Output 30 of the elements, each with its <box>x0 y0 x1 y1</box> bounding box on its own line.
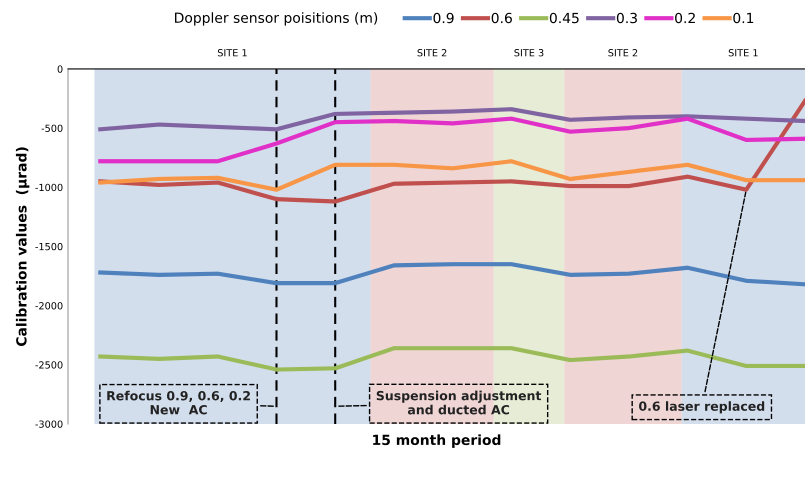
legend-label: 0.3 <box>616 12 637 24</box>
y-tick-label: -3000 <box>35 420 63 428</box>
line-series <box>98 159 805 192</box>
legend-label: 0.9 <box>433 12 454 24</box>
y-tick-label: 0 <box>58 65 63 73</box>
text: SITE 1 <box>728 49 758 56</box>
text: SITE 2 <box>608 49 638 56</box>
y-tick-label: -1500 <box>35 242 63 250</box>
y-tick-label: -2500 <box>35 361 63 369</box>
text: SITE 2 <box>418 49 446 56</box>
legend-label: 0.2 <box>675 12 695 24</box>
annotation: Refocus 0.9, 0.6, 0.2 New AC <box>107 390 250 414</box>
annotation: Suspension adjustment and ducted AC <box>376 390 542 414</box>
line-series <box>98 98 805 204</box>
line-series <box>98 116 805 164</box>
line-series <box>98 346 805 372</box>
y-tick-label: -1000 <box>35 184 63 192</box>
x-axis-title: 15 month period <box>373 434 500 448</box>
annotation: 0.6 laser replaced <box>639 401 764 414</box>
legend-label: 0.45 <box>550 12 579 24</box>
line-series <box>98 107 805 132</box>
legend-label: 0.1 <box>733 12 754 24</box>
y-tick-label: -2000 <box>35 302 63 310</box>
y-tick-label: -500 <box>42 124 63 132</box>
legend-label: 0.6 <box>492 12 512 24</box>
text: SITE 1 <box>218 49 247 56</box>
legend-title: Doppler sensor poisitions (m) <box>175 12 378 26</box>
text: SITE 3 <box>514 49 544 56</box>
line-series <box>98 262 805 286</box>
y-axis-title: Calibration values (µrad) <box>16 147 30 346</box>
